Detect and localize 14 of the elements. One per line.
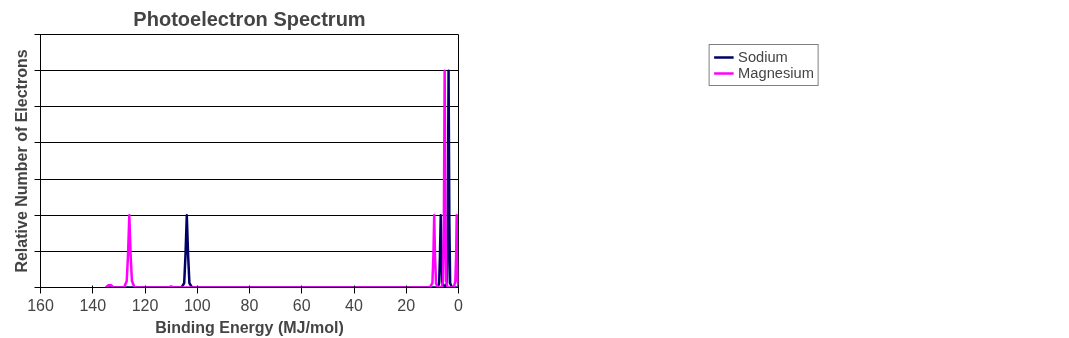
x-tick-label: 120 (131, 296, 159, 314)
x-tick-label: 0 (454, 296, 464, 314)
x-tick-label: 100 (183, 296, 211, 314)
x-tick-label: 60 (292, 296, 311, 314)
x-tick-label: 80 (240, 296, 259, 314)
chart-title: Photoelectron Spectrum (133, 7, 366, 30)
x-axis-title: Binding Energy (MJ/mol) (155, 318, 344, 336)
legend-label: Magnesium (738, 65, 814, 81)
legend-label: Sodium (738, 49, 788, 65)
x-tick-label: 40 (345, 296, 363, 314)
x-tick-label: 160 (27, 296, 54, 314)
x-tick-label: 20 (397, 296, 416, 314)
x-tick-label: 140 (79, 296, 107, 314)
y-axis-title: Relative Number of Electrons (12, 49, 30, 273)
